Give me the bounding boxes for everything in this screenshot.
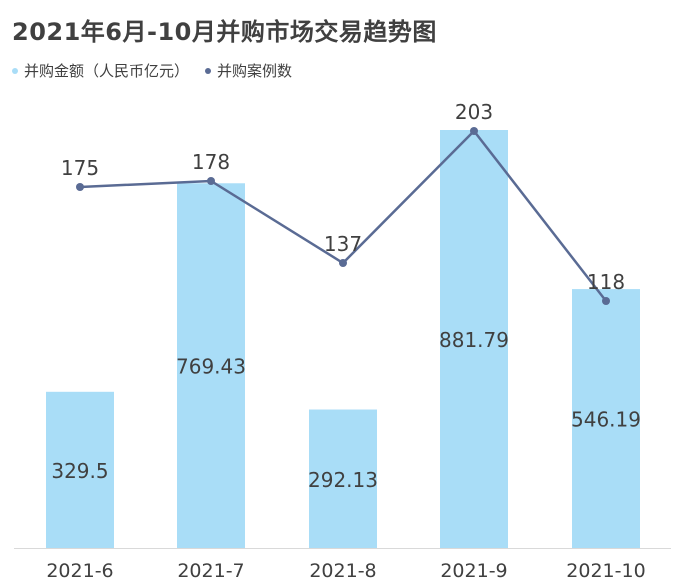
legend-count-label: 并购案例数 (217, 62, 293, 80)
line-series-count (79, 129, 607, 302)
x-tick-label-2021-10: 2021-10 (566, 560, 645, 582)
bar-2021-10 (572, 289, 640, 548)
line-point-2021-8 (339, 259, 347, 267)
bar-2021-6 (46, 391, 114, 548)
bar-value-label-2021-7: 769.43 (176, 355, 246, 379)
legend-item-amount: 并购金额（人民币亿元） (12, 60, 189, 81)
line-value-label-2021-6: 175 (61, 156, 99, 180)
bar-2021-9 (440, 130, 508, 548)
x-tick-label-2021-8: 2021-8 (309, 560, 376, 582)
line-point-2021-6 (76, 183, 84, 191)
line-value-label-2021-9: 203 (455, 100, 493, 124)
x-tick-label-2021-6: 2021-6 (46, 560, 113, 582)
line-point-2021-10 (602, 297, 610, 305)
line-value-label-2021-8: 137 (324, 232, 362, 256)
line-point-2021-9 (470, 127, 478, 135)
legend-count-marker (205, 67, 212, 74)
line-point-2021-7 (207, 177, 215, 185)
bar-2021-7 (177, 183, 245, 548)
bar-value-label-2021-6: 329.5 (51, 459, 108, 483)
bar-2021-8 (309, 409, 377, 548)
line-value-label-2021-10: 118 (587, 270, 625, 294)
legend-amount-label: 并购金额（人民币亿元） (24, 62, 190, 80)
line-value-label-2021-7: 178 (192, 150, 230, 174)
bar-value-label-2021-9: 881.79 (439, 328, 509, 352)
legend-amount-marker (12, 67, 18, 74)
legend-item-count: 并购案例数 (205, 60, 292, 81)
bar-value-label-2021-8: 292.13 (308, 468, 378, 492)
x-tick-label-2021-7: 2021-7 (177, 560, 244, 582)
legend: 并购金额（人民币亿元） 并购案例数 (12, 60, 308, 81)
bar-value-label-2021-10: 546.19 (571, 408, 641, 432)
x-tick-label-2021-9: 2021-9 (440, 560, 507, 582)
chart-title: 2021年6月-10月并购市场交易趋势图 (12, 18, 437, 46)
